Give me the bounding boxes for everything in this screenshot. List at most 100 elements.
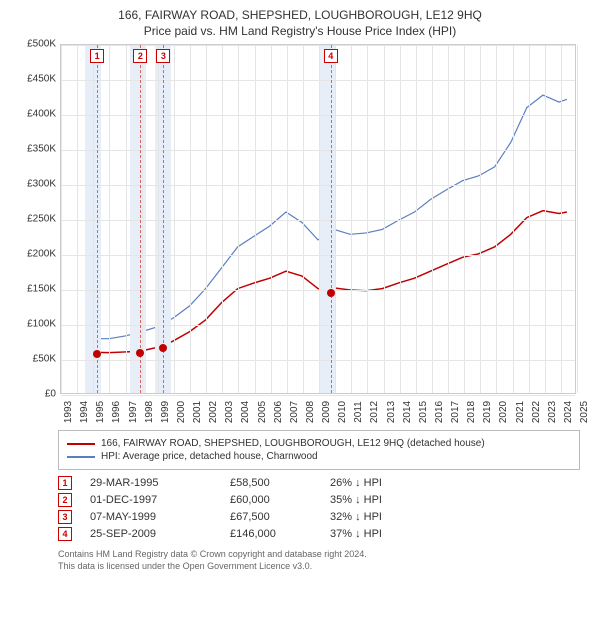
sale-row: 425-SEP-2009£146,00037% ↓ HPI [58, 527, 580, 541]
sale-row-num: 4 [58, 527, 72, 541]
y-axis-label: £100K [12, 319, 56, 330]
grid-line-v [271, 45, 272, 393]
x-axis-label: 2015 [418, 401, 429, 423]
grid-line-v [400, 45, 401, 393]
footer-line1: Contains HM Land Registry data © Crown c… [58, 549, 580, 561]
grid-line-v [480, 45, 481, 393]
sale-row: 3 07-MAY-1999£67,50032% ↓ HPI [58, 510, 580, 524]
titles: 166, FAIRWAY ROAD, SHEPSHED, LOUGHBOROUG… [10, 8, 590, 38]
x-axis-label: 1996 [111, 401, 122, 423]
title-address: 166, FAIRWAY ROAD, SHEPSHED, LOUGHBOROUG… [10, 8, 590, 22]
grid-line-v [109, 45, 110, 393]
marker-dash [140, 45, 141, 393]
plot-area: 1234 [60, 44, 576, 394]
y-axis-label: £500K [12, 39, 56, 50]
grid-line-v [319, 45, 320, 393]
sale-number-box: 2 [133, 49, 147, 63]
x-axis-label: 2025 [579, 401, 590, 423]
sale-row: 201-DEC-1997£60,00035% ↓ HPI [58, 493, 580, 507]
sale-marker [327, 289, 335, 297]
grid-line-h [61, 115, 575, 116]
sale-marker [136, 349, 144, 357]
grid-line-h [61, 255, 575, 256]
x-axis-label: 2016 [434, 401, 445, 423]
grid-line-h [61, 220, 575, 221]
sale-date: 07-MAY-1999 [90, 511, 230, 523]
x-axis-label: 2005 [257, 401, 268, 423]
sale-number-box: 1 [90, 49, 104, 63]
title-subtitle: Price paid vs. HM Land Registry's House … [10, 24, 590, 38]
x-axis-label: 1993 [63, 401, 74, 423]
grid-line-v [416, 45, 417, 393]
x-axis-label: 2018 [466, 401, 477, 423]
sale-price: £60,000 [230, 494, 330, 506]
legend-row: 166, FAIRWAY ROAD, SHEPSHED, LOUGHBOROUG… [67, 438, 571, 449]
x-axis-label: 2011 [353, 401, 364, 423]
footer: Contains HM Land Registry data © Crown c… [58, 549, 580, 572]
x-axis-label: 2004 [240, 401, 251, 423]
grid-line-v [206, 45, 207, 393]
legend-label: 166, FAIRWAY ROAD, SHEPSHED, LOUGHBOROUG… [101, 438, 485, 449]
grid-line-v [561, 45, 562, 393]
grid-line-v [190, 45, 191, 393]
sale-delta: 35% ↓ HPI [330, 494, 450, 506]
sale-row-num: 3 [58, 510, 72, 524]
x-axis-label: 2010 [337, 401, 348, 423]
y-axis-label: £50K [12, 354, 56, 365]
sale-price: £146,000 [230, 528, 330, 540]
grid-line-v [432, 45, 433, 393]
sale-marker [159, 344, 167, 352]
grid-line-v [351, 45, 352, 393]
footer-line2: This data is licensed under the Open Gov… [58, 561, 580, 573]
x-axis-label: 2020 [498, 401, 509, 423]
sale-delta: 26% ↓ HPI [330, 477, 450, 489]
grid-line-v [384, 45, 385, 393]
x-axis-label: 2019 [482, 401, 493, 423]
sale-price: £67,500 [230, 511, 330, 523]
sale-delta: 32% ↓ HPI [330, 511, 450, 523]
x-axis-label: 1997 [128, 401, 139, 423]
sale-date: 25-SEP-2009 [90, 528, 230, 540]
legend: 166, FAIRWAY ROAD, SHEPSHED, LOUGHBOROUG… [58, 430, 580, 470]
x-axis-label: 2017 [450, 401, 461, 423]
marker-dash [97, 45, 98, 393]
x-axis-label: 1994 [79, 401, 90, 423]
grid-line-h [61, 290, 575, 291]
x-axis-label: 1995 [95, 401, 106, 423]
x-axis-label: 2013 [386, 401, 397, 423]
grid-line-h [61, 80, 575, 81]
y-axis-label: £300K [12, 179, 56, 190]
x-axis-label: 2008 [305, 401, 316, 423]
shade-band [319, 45, 335, 393]
grid-line-v [222, 45, 223, 393]
grid-line-v [61, 45, 62, 393]
grid-line-v [464, 45, 465, 393]
sale-row-num: 1 [58, 476, 72, 490]
y-axis-label: £150K [12, 284, 56, 295]
grid-line-h [61, 360, 575, 361]
x-axis-label: 2006 [273, 401, 284, 423]
sales-table: 129-MAR-1995£58,50026% ↓ HPI 201-DEC-1997… [58, 476, 580, 541]
grid-line-v [126, 45, 127, 393]
grid-line-v [93, 45, 94, 393]
x-axis-label: 2003 [224, 401, 235, 423]
grid-line-h [61, 45, 575, 46]
grid-line-v [255, 45, 256, 393]
grid-line-v [303, 45, 304, 393]
grid-line-v [287, 45, 288, 393]
grid-line-v [174, 45, 175, 393]
grid-line-h [61, 185, 575, 186]
y-axis-label: £450K [12, 74, 56, 85]
x-axis-label: 2000 [176, 401, 187, 423]
grid-line-v [367, 45, 368, 393]
sale-row: 129-MAR-1995£58,50026% ↓ HPI [58, 476, 580, 490]
legend-row: HPI: Average price, detached house, Char… [67, 451, 571, 462]
chart-area: 1234 £0£50K£100K£150K£200K£250K£300K£350… [12, 44, 582, 424]
y-axis-label: £250K [12, 214, 56, 225]
sale-marker [93, 350, 101, 358]
grid-line-v [513, 45, 514, 393]
x-axis-label: 2024 [563, 401, 574, 423]
grid-line-h [61, 325, 575, 326]
x-axis-label: 2022 [531, 401, 542, 423]
grid-line-v [335, 45, 336, 393]
